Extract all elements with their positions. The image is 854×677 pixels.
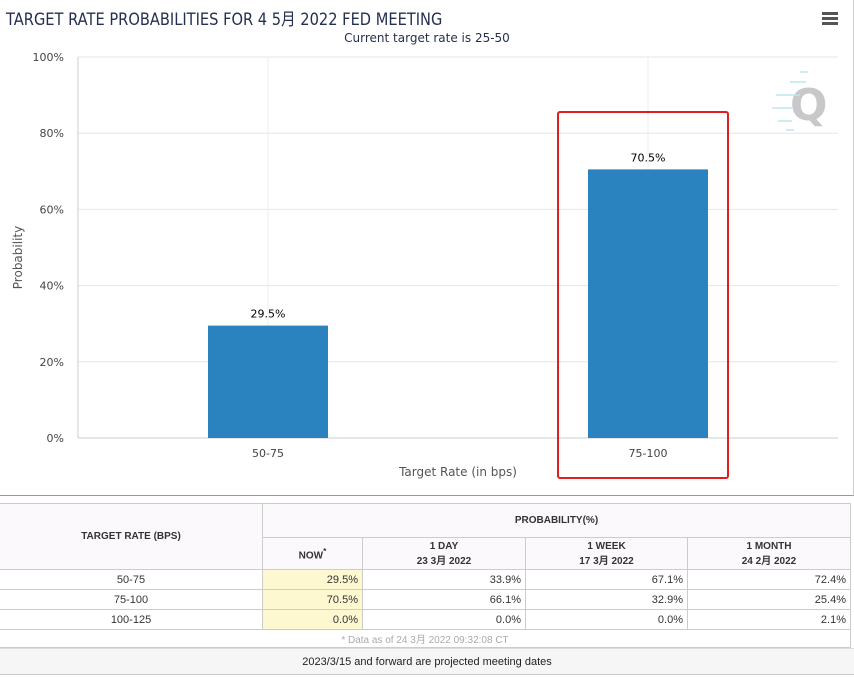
chart-title: TARGET RATE PROBABILITIES FOR 4 5月 2022 …: [6, 10, 443, 30]
y-tick-label: 60%: [40, 203, 64, 216]
y-tick-label: 40%: [40, 280, 64, 293]
data-label: 70.5%: [631, 151, 666, 164]
rate-cell: 75-100: [0, 589, 263, 610]
watermark-logo-icon: Q: [772, 71, 827, 131]
probability-cell: 33.9%: [362, 569, 526, 590]
probability-cell: 67.1%: [525, 569, 688, 590]
probability-cell: 72.4%: [687, 569, 851, 590]
subheader-date: 23 3月 2022: [416, 555, 472, 567]
subheader-1-week: 1 WEEK 17 3月 2022: [525, 537, 688, 570]
y-tick-label: 0%: [47, 432, 64, 445]
probability-cell: 0.0%: [362, 609, 526, 630]
rate-cell: 50-75: [0, 569, 263, 590]
y-tick-label: 20%: [40, 356, 64, 369]
probability-cell: 2.1%: [687, 609, 851, 630]
subheader-1-day: 1 DAY 23 3月 2022: [362, 537, 526, 570]
asterisk: *: [323, 545, 327, 556]
highlight-box: [557, 111, 729, 479]
probability-cell: 70.5%: [262, 589, 363, 610]
header-probability: PROBABILITY(%): [262, 503, 851, 538]
projection-note: 2023/3/15 and forward are projected meet…: [0, 648, 854, 675]
probability-cell: 29.5%: [262, 569, 363, 590]
probability-cell: 32.9%: [525, 589, 688, 610]
subheader-1-month: 1 MONTH 24 2月 2022: [687, 537, 851, 570]
probability-cell: 25.4%: [687, 589, 851, 610]
table-row: 100-125 0.0% 0.0% 0.0% 2.1%: [0, 609, 851, 630]
probability-cell: 0.0%: [262, 609, 363, 630]
subheader-date: 24 2月 2022: [741, 555, 797, 567]
x-tick-label: 75-100: [629, 447, 668, 460]
bar-50-75: [208, 325, 328, 438]
probability-cell: 0.0%: [525, 609, 688, 630]
bar-75-100: [588, 169, 708, 438]
probability-table: TARGET RATE (BPS) PROBABILITY(%) NOW* 1 D…: [0, 503, 851, 648]
y-axis-title: Probability: [11, 226, 25, 289]
svg-text:Q: Q: [790, 80, 827, 131]
chart-container: TARGET RATE PROBABILITIES FOR 4 5月 2022 …: [0, 0, 854, 496]
plot-area: Q 0% 20% 40% 60% 80% 100% 29.5% 50-75 70.5% 75-10…: [11, 51, 838, 479]
hamburger-menu-icon[interactable]: [822, 12, 838, 26]
x-tick-label: 50-75: [252, 447, 284, 460]
subheader-now: NOW*: [262, 537, 363, 570]
subheader-label: 1 MONTH: [746, 540, 792, 552]
footnote: * Data as of 24 3月 2022 09:32:08 CT: [0, 629, 851, 648]
subheader-label: 1 DAY: [429, 540, 459, 552]
subheader-label: NOW: [298, 550, 324, 562]
data-label: 29.5%: [251, 308, 286, 321]
probability-cell: 66.1%: [362, 589, 526, 610]
table-row: 75-100 70.5% 66.1% 32.9% 25.4%: [0, 589, 851, 610]
x-axis-title: Target Rate (in bps): [398, 465, 517, 479]
subheader-date: 17 3月 2022: [579, 555, 634, 567]
table-row: 50-75 29.5% 33.9% 67.1% 72.4%: [0, 569, 851, 590]
chart-subtitle: Current target rate is 25-50: [344, 31, 510, 45]
y-tick-label: 100%: [33, 51, 64, 64]
header-target-rate: TARGET RATE (BPS): [0, 503, 263, 570]
subheader-label: 1 WEEK: [587, 540, 626, 552]
rate-cell: 100-125: [0, 609, 263, 630]
y-tick-label: 80%: [40, 127, 64, 140]
